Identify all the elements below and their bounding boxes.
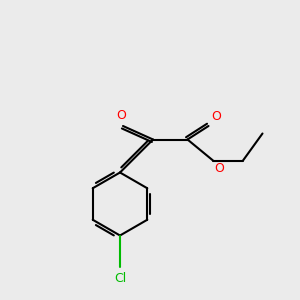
Text: O: O	[212, 110, 221, 123]
Text: O: O	[117, 110, 126, 122]
Text: O: O	[214, 162, 224, 175]
Text: Cl: Cl	[114, 272, 126, 285]
